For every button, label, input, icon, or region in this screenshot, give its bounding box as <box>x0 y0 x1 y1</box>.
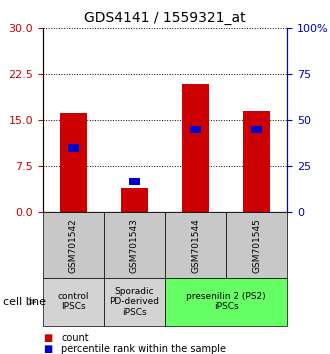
Text: GSM701542: GSM701542 <box>69 218 78 273</box>
Bar <box>68 144 79 152</box>
Text: percentile rank within the sample: percentile rank within the sample <box>61 344 226 354</box>
Bar <box>104 212 165 278</box>
Text: Sporadic
PD-derived
iPSCs: Sporadic PD-derived iPSCs <box>110 287 159 317</box>
Text: presenilin 2 (PS2)
iPSCs: presenilin 2 (PS2) iPSCs <box>186 292 266 312</box>
Text: ■: ■ <box>43 333 52 343</box>
Text: control
IPSCs: control IPSCs <box>58 292 89 312</box>
Bar <box>165 278 287 326</box>
Bar <box>121 188 148 212</box>
Text: GSM701544: GSM701544 <box>191 218 200 273</box>
Bar <box>60 113 87 212</box>
Bar <box>129 178 140 185</box>
Text: ■: ■ <box>43 344 52 354</box>
Bar <box>43 278 104 326</box>
Bar <box>182 84 209 212</box>
Bar <box>190 126 201 133</box>
Bar <box>104 278 165 326</box>
Bar <box>43 212 104 278</box>
Bar <box>226 212 287 278</box>
Bar <box>243 111 270 212</box>
Text: count: count <box>61 333 89 343</box>
Text: GSM701543: GSM701543 <box>130 218 139 273</box>
Text: GSM701545: GSM701545 <box>252 218 261 273</box>
Bar <box>165 212 226 278</box>
Text: cell line: cell line <box>3 297 46 307</box>
Bar <box>251 126 262 133</box>
Title: GDS4141 / 1559321_at: GDS4141 / 1559321_at <box>84 11 246 24</box>
